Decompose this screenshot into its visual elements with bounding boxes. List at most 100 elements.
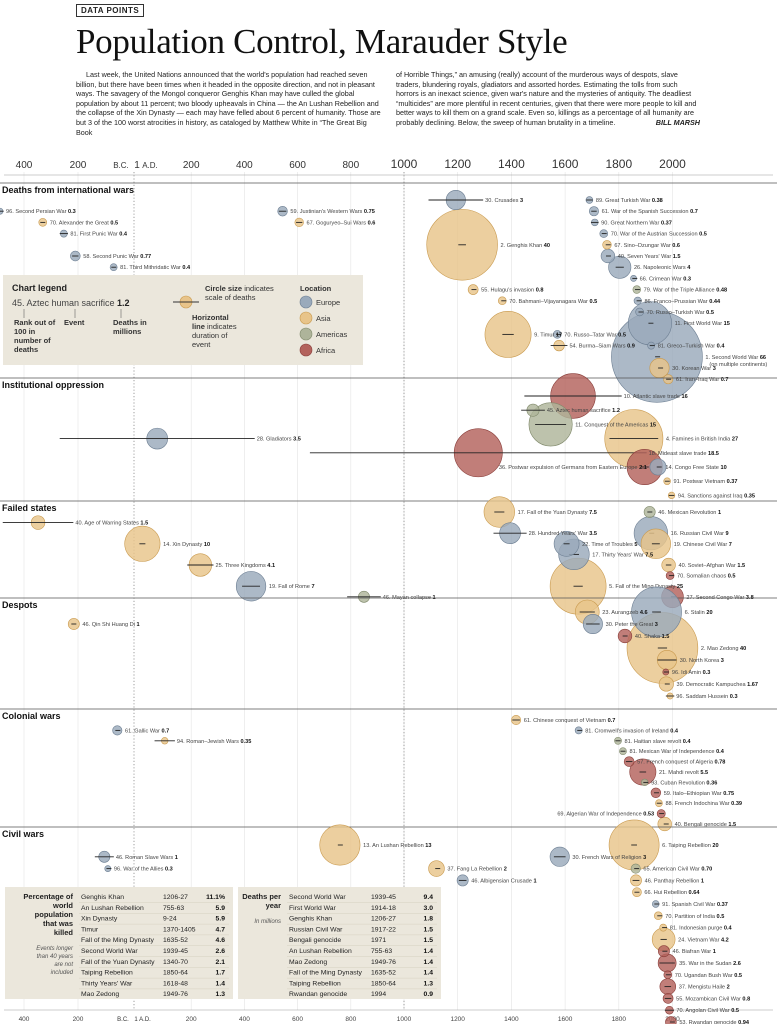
event-marker <box>585 196 594 204</box>
event-marker <box>277 206 288 217</box>
event-label: 19. Chinese Civil War 7 <box>674 542 732 548</box>
table-percentage-row-years: 1939-45 <box>163 948 188 955</box>
event-marker <box>59 427 255 450</box>
event-label: 39. Democratic Kampuchea 1.67 <box>677 682 758 688</box>
table-per-year-row-value: 9.4 <box>424 894 434 901</box>
event-marker <box>94 850 114 863</box>
section-0: Deaths from international wars 30. Crusad… <box>0 182 777 403</box>
table-per-year-title: year <box>266 901 282 910</box>
event-label: 4. Famines in British India 27 <box>666 437 738 443</box>
table-percentage-row-value: 5.9 <box>216 916 226 923</box>
event-marker <box>630 874 642 887</box>
table-per-year-row-event: Genghis Khan <box>289 916 332 923</box>
event-marker <box>654 911 663 921</box>
event-label: 6. Stalin 20 <box>685 610 713 616</box>
event-label: 40. Bengali genocide 1.5 <box>675 822 737 828</box>
event-label: 30. Peter the Great 3 <box>606 622 658 628</box>
event-label: 66. Hui Rebellion 0.64 <box>644 890 700 896</box>
table-per-year-row-event: First World War <box>289 905 337 912</box>
event-label: 79. War of the Triple Alliance 0.48 <box>644 288 727 294</box>
event-marker <box>600 248 616 264</box>
byline: BILL MARSH <box>655 117 700 127</box>
event-label: 5. Fall of the Ming Dynasty 25 <box>609 584 683 590</box>
event-label: 28. Hundred Years' War 3.5 <box>529 531 597 537</box>
table-percentage-title: world <box>52 901 73 910</box>
legend-rank-label: deaths <box>14 345 38 354</box>
event-label: 70. War of the Austrian Succession 0.5 <box>611 232 707 238</box>
event-marker <box>426 209 498 281</box>
legend-swatch-africa <box>299 343 313 357</box>
table-percentage-row-years: 1370-1405 <box>163 926 196 933</box>
event-marker <box>623 756 635 767</box>
table-per-year-row-value: 1.8 <box>424 916 434 923</box>
legend-example-deaths: 1.2 <box>117 298 130 308</box>
tick-label-top: 2000 <box>659 157 686 171</box>
legend-location-europe: Europe <box>316 298 340 307</box>
table-percentage-row-event: Fall of the Ming Dynasty <box>81 937 155 944</box>
tick-label-bottom: 400 <box>239 1016 250 1023</box>
event-label: 40. Shaka 1.5 <box>635 634 670 640</box>
intro-text-right-body: of Horrible Things,” an amusing (really)… <box>396 70 697 127</box>
table-percentage-row-value: 5.9 <box>216 905 226 912</box>
event-label: 40. Seven Years' War 1.5 <box>618 254 681 260</box>
event-label: 61. Chinese conquest of Vietnam 0.7 <box>524 718 616 724</box>
event-marker <box>154 737 175 745</box>
event-label: 81. Haitian slave revolt 0.4 <box>625 739 692 745</box>
event-marker <box>104 865 112 872</box>
event-label: 61. Iran–Iraq War 0.7 <box>676 377 729 383</box>
event-label: 96. Second Persian War 0.3 <box>6 209 76 215</box>
tick-label-bottom: 400 <box>19 1016 30 1023</box>
table-per-year-row-years: 755-63 <box>371 948 392 955</box>
event-marker <box>553 530 580 557</box>
event-label: 81. First Punic War 0.4 <box>70 232 128 238</box>
event-label: 59. Justinian's Western Wars 0.75 <box>290 209 374 215</box>
table-per-year-row-years: 1914-18 <box>371 905 396 912</box>
event-marker <box>626 448 663 486</box>
event-marker <box>658 945 670 958</box>
event-label: 9. Timur 17 <box>534 332 562 338</box>
tick-label-top: 1200 <box>444 157 471 171</box>
legend-swatch-americas <box>299 327 313 341</box>
table-percentage-row-value: 2.6 <box>216 948 226 955</box>
event-label: 40. Age of Warring States 1.5 <box>75 521 148 527</box>
event-marker <box>550 339 568 352</box>
table-per-year-row-years: 1917-22 <box>371 926 396 933</box>
tick-label-ad-bottom: A.D. <box>139 1017 151 1023</box>
event-label: 22. Time of Troubles 5 <box>582 542 637 548</box>
event-marker <box>511 715 522 725</box>
event-label: 23. Aurangzeb 4.6 <box>602 610 647 616</box>
event-marker <box>493 522 527 544</box>
table-percentage-row-event: Fall of the Yuan Dynasty <box>81 959 155 966</box>
event-marker <box>235 571 267 602</box>
table-per-year-row-value: 0.9 <box>424 991 434 998</box>
event-label: 58. Second Punic War 0.77 <box>83 254 151 260</box>
section-5: Civil wars 13. An Lushan Rebellion 13 6. T… <box>0 819 777 1024</box>
event-marker <box>632 887 642 897</box>
event-label: 17. Thirty Years' War 7.5 <box>592 552 653 558</box>
event-label: 30. Korean War 3 <box>672 366 716 372</box>
event-marker <box>294 217 304 228</box>
table-per-year-row-years: 1971 <box>371 937 386 944</box>
event-label: 37. Mengistu Haile 2 <box>679 985 730 991</box>
event-marker <box>617 628 633 644</box>
table-percentage-row-event: Thirty Years' War <box>81 980 133 987</box>
event-marker <box>187 553 214 577</box>
table-percentage-row-event: Taiping Rebellion <box>81 970 133 977</box>
event-marker <box>428 190 484 210</box>
event-marker <box>627 301 672 346</box>
table-percentage-row-value: 4.6 <box>216 937 226 944</box>
event-label: 81. Cromwell's invasion of Ireland 0.4 <box>585 728 679 734</box>
event-marker <box>549 846 570 867</box>
event-marker <box>659 923 668 932</box>
table-per-year-row-years: 1635-52 <box>371 970 396 977</box>
event-label: 96. Idi Amin 0.3 <box>672 670 711 676</box>
event-label: 45. Aztec human sacrifice 1.2 <box>547 408 620 414</box>
tick-label-bottom: 1600 <box>558 1016 573 1023</box>
table-per-year-row-value: 1.4 <box>424 970 434 977</box>
event-label: 11. Conquest of the Americas 15 <box>575 422 656 428</box>
event-marker <box>588 206 599 217</box>
event-label: 81. Indonesian purge 0.4 <box>670 926 733 932</box>
tick-label-bc: B.C. <box>113 161 129 170</box>
event-label: 70. Partition of India 0.5 <box>665 914 724 920</box>
